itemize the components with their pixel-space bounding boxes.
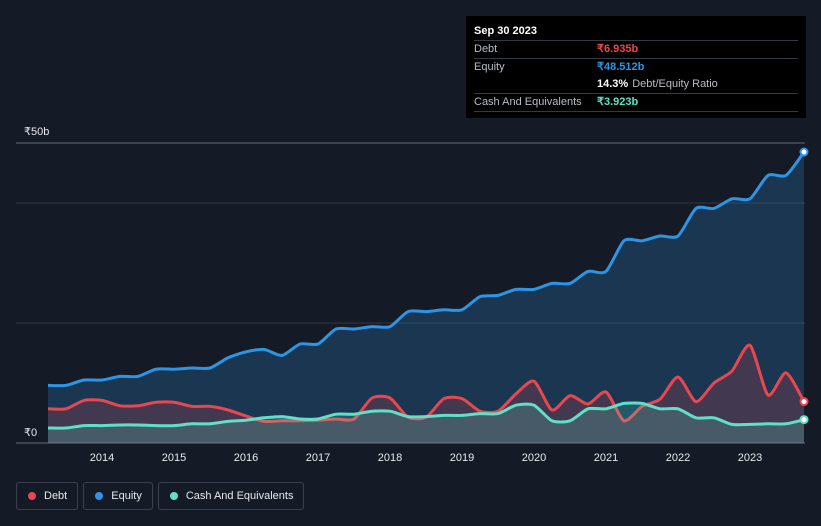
tooltip-ratio-text: Debt/Equity Ratio (632, 78, 718, 90)
tooltip-equity-value: ₹48.512b (597, 61, 645, 73)
tooltip: Sep 30 2023 Debt ₹6.935b Equity ₹48.512b… (466, 16, 806, 118)
legend-equity-label: Equity (111, 490, 142, 502)
legend-cash-label: Cash And Equivalents (185, 490, 294, 502)
tooltip-debt-value: ₹6.935b (597, 43, 639, 55)
tooltip-row-cash: Cash And Equivalents ₹3.923b (474, 93, 798, 111)
x-tick-label: 2023 (738, 452, 762, 464)
tooltip-row-debt: Debt ₹6.935b (474, 40, 798, 58)
debt-end-marker (799, 397, 809, 407)
tooltip-cash-value: ₹3.923b (597, 96, 639, 108)
tooltip-ratio-label (474, 76, 597, 93)
legend: Debt Equity Cash And Equivalents (16, 482, 309, 510)
x-tick-label: 2016 (234, 452, 258, 464)
legend-item-debt[interactable]: Debt (16, 482, 79, 510)
x-tick-label: 2021 (594, 452, 618, 464)
tooltip-date: Sep 30 2023 (474, 25, 537, 37)
x-tick-label: 2014 (90, 452, 114, 464)
legend-item-equity[interactable]: Equity (83, 482, 153, 510)
tooltip-bottom-rule (474, 111, 798, 129)
tooltip-debt-label: Debt (474, 43, 498, 55)
legend-item-cash[interactable]: Cash And Equivalents (157, 482, 305, 510)
x-tick-label: 2018 (378, 452, 402, 464)
cash-and-equivalents-line (47, 401, 805, 430)
debt-area (48, 344, 804, 443)
equity-dot-icon (95, 492, 104, 500)
tooltip-row-ratio: 14.3% Debt/Equity Ratio (474, 76, 798, 93)
x-tick-label: 2019 (450, 452, 474, 464)
tooltip-ratio-value: 14.3% (597, 78, 629, 90)
x-tick-label: 2015 (162, 452, 186, 464)
equity-line (47, 151, 806, 388)
cash-and-equivalents-end-marker (799, 415, 809, 425)
x-tick-label: 2017 (306, 452, 330, 464)
x-tick-label: 2020 (522, 452, 546, 464)
y-axis-bottom-label: ₹0 (24, 427, 37, 439)
x-tick-label: 2022 (666, 452, 690, 464)
y-axis-top-label: ₹50b (24, 126, 49, 138)
equity-end-marker (799, 147, 809, 157)
cash-dot-icon (169, 492, 178, 500)
cash-and-equivalents-area (48, 402, 804, 443)
tooltip-cash-label: Cash And Equivalents (474, 96, 582, 108)
tooltip-row-equity: Equity ₹48.512b (474, 58, 798, 76)
equity-area (48, 152, 804, 443)
debt-dot-icon (28, 492, 36, 500)
legend-debt-label: Debt (44, 490, 68, 502)
tooltip-equity-label: Equity (474, 61, 505, 73)
